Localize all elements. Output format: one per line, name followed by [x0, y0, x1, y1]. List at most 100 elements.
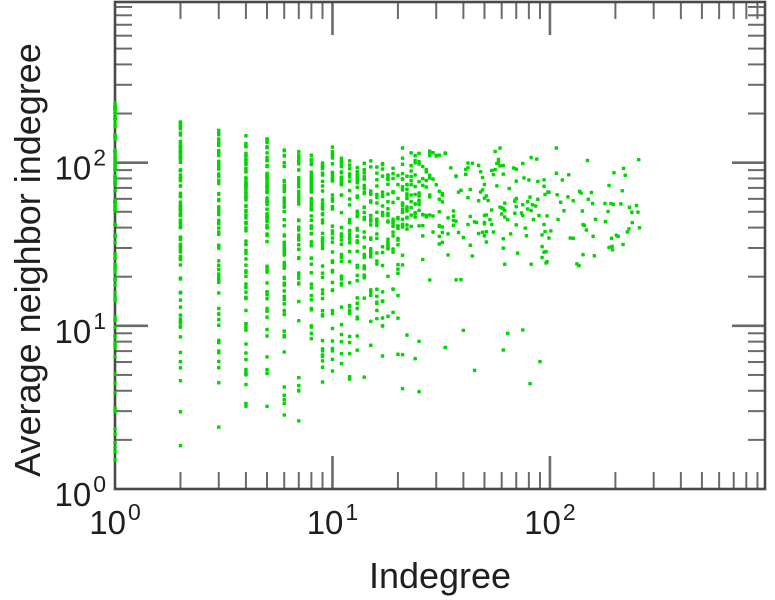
data-point — [217, 291, 221, 295]
data-point — [521, 328, 525, 332]
data-point — [400, 201, 405, 205]
data-point — [244, 209, 248, 214]
data-point — [449, 166, 453, 170]
data-point — [347, 197, 352, 201]
data-point — [586, 197, 590, 201]
data-point — [375, 308, 379, 313]
data-point — [446, 232, 450, 236]
data-point — [466, 166, 470, 170]
data-point — [265, 334, 269, 338]
data-point — [369, 213, 373, 218]
data-point — [362, 183, 366, 188]
data-point — [330, 240, 335, 244]
data-point — [347, 259, 352, 264]
data-point — [443, 345, 447, 350]
data-point — [409, 213, 413, 217]
data-point — [421, 234, 425, 238]
data-point — [591, 234, 595, 239]
data-point — [589, 190, 594, 195]
data-point — [555, 193, 559, 197]
data-point — [490, 208, 494, 212]
data-point — [501, 163, 505, 168]
data-point — [400, 207, 405, 212]
data-point — [400, 188, 405, 192]
data-point — [431, 230, 435, 234]
data-point — [265, 281, 269, 285]
data-point — [476, 199, 481, 203]
data-point — [178, 256, 183, 260]
data-point — [113, 134, 117, 138]
data-point — [386, 240, 390, 245]
data-point — [431, 151, 435, 155]
data-point — [320, 184, 325, 188]
data-point — [400, 185, 405, 189]
data-point — [417, 339, 421, 344]
data-point — [409, 183, 413, 187]
data-point — [454, 278, 458, 282]
data-point — [309, 240, 314, 244]
data-point — [482, 222, 487, 226]
data-point — [297, 383, 301, 388]
data-point — [355, 170, 359, 174]
data-point — [309, 293, 314, 298]
data-point — [527, 178, 531, 182]
data-point — [437, 189, 442, 193]
data-point — [391, 247, 395, 251]
data-point — [391, 200, 395, 205]
data-point — [178, 335, 183, 339]
data-point — [400, 171, 405, 176]
data-point — [330, 236, 335, 240]
data-point — [522, 176, 526, 180]
data-point — [484, 240, 489, 244]
data-point — [113, 252, 117, 256]
data-point — [355, 214, 359, 219]
data-point — [265, 155, 269, 160]
data-point — [309, 243, 314, 247]
data-point — [409, 163, 413, 168]
data-point — [535, 157, 539, 161]
data-point — [482, 182, 487, 187]
data-point — [501, 348, 505, 352]
data-point — [244, 157, 248, 162]
data-point — [621, 166, 626, 171]
data-point — [413, 184, 417, 189]
data-point — [265, 176, 269, 180]
data-point — [405, 174, 409, 178]
data-point — [113, 256, 117, 260]
data-point — [472, 368, 477, 373]
data-point — [309, 256, 314, 260]
data-point — [178, 305, 183, 309]
data-point — [540, 233, 544, 237]
data-point — [380, 250, 385, 255]
data-point — [355, 185, 359, 189]
data-point — [571, 199, 575, 203]
data-point — [355, 306, 359, 311]
data-point — [339, 225, 344, 230]
data-point — [424, 185, 428, 189]
data-point — [282, 243, 286, 247]
data-point — [217, 218, 221, 223]
data-point — [309, 331, 314, 336]
data-point — [386, 207, 390, 211]
data-point — [320, 198, 325, 202]
data-point — [113, 265, 117, 270]
data-point — [244, 154, 248, 158]
data-point — [309, 170, 314, 174]
data-point — [113, 299, 117, 303]
data-point — [297, 238, 301, 242]
data-point — [113, 182, 117, 187]
data-point — [538, 359, 542, 364]
data-point — [309, 202, 314, 206]
data-point — [113, 111, 117, 115]
data-point — [542, 184, 546, 188]
data-point — [496, 160, 501, 165]
data-point — [405, 193, 409, 198]
data-point — [400, 146, 405, 150]
data-point — [391, 310, 395, 315]
data-point — [637, 226, 642, 230]
plot-border — [113, 0, 767, 491]
data-point — [545, 260, 549, 264]
data-point — [405, 216, 409, 220]
data-point — [217, 276, 221, 281]
data-point — [217, 425, 221, 429]
